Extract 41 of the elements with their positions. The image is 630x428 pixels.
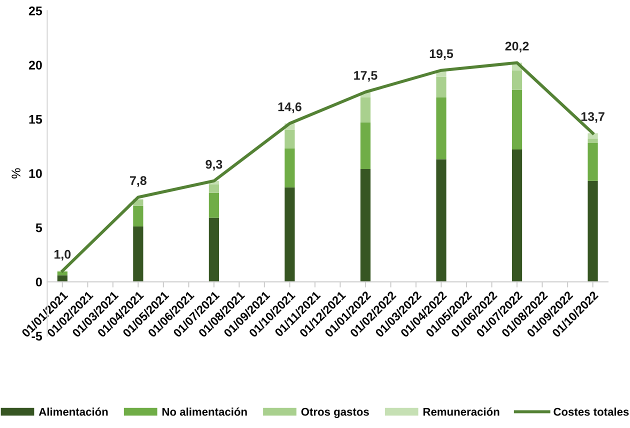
bar xyxy=(133,206,144,226)
y-tick-label: 20 xyxy=(28,60,42,70)
bar xyxy=(208,192,219,218)
bar xyxy=(436,76,446,98)
bar xyxy=(512,70,522,90)
data-label: 19,5 xyxy=(430,49,454,60)
legend-label: No alimentación xyxy=(162,407,247,416)
y-tick-label: 0 xyxy=(36,278,42,286)
bar xyxy=(208,218,219,282)
data-label: 9,3 xyxy=(206,160,222,171)
legend-label: Remuneración xyxy=(423,407,500,416)
bar xyxy=(360,169,371,282)
bar xyxy=(512,90,522,150)
y-tick-label: 25 xyxy=(28,6,42,16)
legend-label: Costes totales xyxy=(554,408,629,416)
data-label: 14,6 xyxy=(278,102,302,114)
bar xyxy=(436,97,446,160)
y-tick-label: 15 xyxy=(29,115,42,124)
bar xyxy=(57,272,68,276)
y-tick-label: 5 xyxy=(36,223,42,232)
data-label: 1,0 xyxy=(54,250,71,261)
data-label: 7,8 xyxy=(130,176,146,187)
bar xyxy=(284,130,295,148)
bar xyxy=(284,187,295,282)
bar xyxy=(588,138,598,143)
y-axis-title: % xyxy=(12,168,20,178)
legend-label: Otros gastos xyxy=(301,408,369,418)
bar xyxy=(284,148,295,188)
bar xyxy=(360,97,371,122)
bar xyxy=(360,122,371,170)
data-label: 20,2 xyxy=(505,42,529,52)
y-tick-label: 10 xyxy=(29,169,42,178)
bar xyxy=(133,226,144,282)
data-label: 17,5 xyxy=(354,71,378,82)
bar xyxy=(512,149,522,282)
legend-label: Alimentación xyxy=(38,407,108,416)
bar xyxy=(208,184,219,193)
data-label: 13,7 xyxy=(581,112,604,123)
bar xyxy=(588,180,598,282)
bar xyxy=(436,159,446,282)
bar xyxy=(588,142,598,181)
